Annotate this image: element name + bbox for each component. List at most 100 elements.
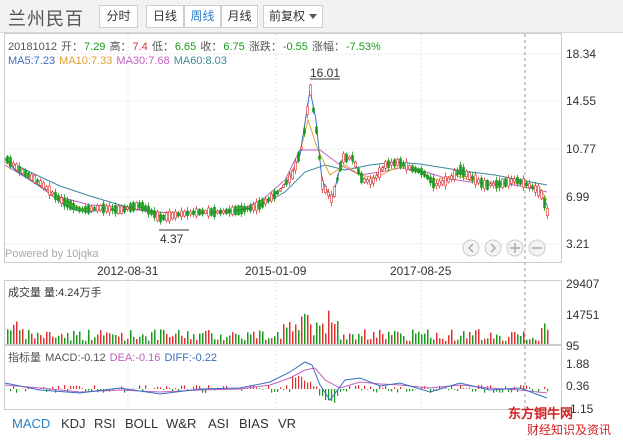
- candle-body: [369, 178, 372, 185]
- macd-bar: [346, 389, 348, 392]
- next-icon[interactable]: [484, 239, 502, 257]
- macd-panel-frame: [4, 345, 562, 410]
- macd-bar: [367, 389, 369, 390]
- tab-macd[interactable]: MACD: [12, 416, 51, 431]
- date-tick: 2015-01-09: [245, 264, 307, 278]
- volume-label: 成交量 量:4.24万手: [8, 287, 102, 299]
- macd-bar: [421, 386, 423, 389]
- period-tab-monthly[interactable]: 月线: [221, 5, 258, 28]
- volume-bar: [169, 336, 171, 344]
- macd-bar: [76, 385, 78, 389]
- volume-bar: [133, 336, 135, 344]
- candle-body: [99, 205, 102, 211]
- candle-body: [447, 177, 450, 183]
- volume-bar: [67, 333, 69, 344]
- volume-bar: [121, 332, 123, 344]
- macd-bar: [286, 385, 288, 389]
- macd-bar: [379, 386, 381, 389]
- quote-date: 20181012: [8, 41, 57, 53]
- tab-bias[interactable]: BIAS: [239, 416, 269, 431]
- candle-body: [111, 207, 114, 211]
- candle-body: [477, 179, 480, 184]
- macd-bar: [466, 388, 468, 389]
- candle-body: [120, 205, 123, 214]
- candle-body: [531, 186, 534, 189]
- prev-icon[interactable]: [462, 239, 480, 257]
- macd-bar: [289, 389, 291, 393]
- diff-line: [4, 361, 548, 401]
- tab-vr[interactable]: VR: [278, 416, 297, 431]
- tab-rsi[interactable]: RSI: [94, 416, 116, 431]
- volume-bar: [298, 330, 300, 344]
- volume-tick: 29407: [566, 277, 600, 291]
- volume-bar: [340, 339, 342, 344]
- volume-bar: [322, 323, 324, 344]
- candle-body: [276, 190, 279, 195]
- macd-bar: [397, 389, 399, 393]
- candle-body: [84, 206, 87, 213]
- candle-body: [195, 208, 198, 217]
- volume-bar: [331, 322, 333, 344]
- price-tick: 6.99: [566, 190, 590, 204]
- macd-bar: [493, 389, 495, 393]
- candle-body: [381, 167, 384, 171]
- watermark-subtitle: 财经知识及资讯: [527, 423, 612, 437]
- volume-bar: [433, 339, 435, 344]
- macd-bar: [142, 389, 144, 393]
- candle-body: [438, 180, 441, 187]
- volume-bar: [466, 338, 468, 344]
- change-label: 涨跌：: [248, 41, 282, 53]
- candle-body: [132, 202, 135, 212]
- volume-bar: [40, 335, 42, 344]
- tab-boll[interactable]: BOLL: [125, 416, 159, 431]
- candle-body: [429, 176, 432, 184]
- volume-bar: [295, 324, 297, 344]
- volume-bar: [22, 329, 24, 344]
- volume-bar: [232, 332, 234, 344]
- price-tick: 18.34: [566, 47, 596, 61]
- volume-bar: [154, 329, 156, 344]
- period-tab-weekly[interactable]: 周线: [184, 5, 221, 28]
- volume-bar: [517, 334, 519, 344]
- volume-bar: [187, 331, 189, 344]
- adjust-dropdown[interactable]: 前复权: [263, 5, 323, 28]
- volume-bar: [112, 334, 114, 344]
- chevron-down-icon: [309, 14, 317, 20]
- tab-wr[interactable]: W&R: [166, 416, 197, 431]
- volume-bar: [364, 329, 366, 344]
- volume-bar: [226, 337, 228, 344]
- macd-bar: [256, 387, 258, 389]
- candle-body: [102, 203, 105, 214]
- tab-asi[interactable]: ASI: [208, 416, 229, 431]
- candle-body: [51, 191, 54, 195]
- candle-body: [201, 209, 204, 215]
- candle-body: [216, 210, 219, 214]
- macd-bar: [169, 387, 171, 389]
- candle-body: [540, 190, 543, 200]
- candle-body: [510, 178, 513, 184]
- candle-body: [330, 194, 333, 203]
- volume-bar: [211, 333, 213, 344]
- tab-kdj[interactable]: KDJ: [61, 416, 86, 431]
- candle-body: [306, 106, 309, 115]
- volume-bar: [547, 329, 549, 344]
- candle-body: [18, 166, 21, 173]
- volume-bar: [268, 338, 270, 344]
- macd-bar: [457, 389, 459, 391]
- period-tab-intraday[interactable]: 分时: [99, 5, 138, 28]
- candle-body: [204, 210, 207, 214]
- volume-bar: [145, 336, 147, 344]
- period-tab-daily[interactable]: 日线: [146, 5, 184, 28]
- volume-bar: [454, 340, 456, 344]
- volume-bar: [349, 333, 351, 344]
- candle-body: [246, 207, 249, 210]
- macd-bar: [100, 389, 102, 391]
- ma60-value: MA60:8.03: [173, 55, 227, 67]
- candle-body: [405, 161, 408, 171]
- indicator-tabs: MACD KDJ RSI BOLL W&R ASI BIAS VR: [0, 410, 623, 441]
- volume-bar: [487, 338, 489, 344]
- macd-bar: [445, 388, 447, 389]
- price-tick: 10.77: [566, 142, 596, 156]
- date-tick: 2012-08-31: [97, 264, 159, 278]
